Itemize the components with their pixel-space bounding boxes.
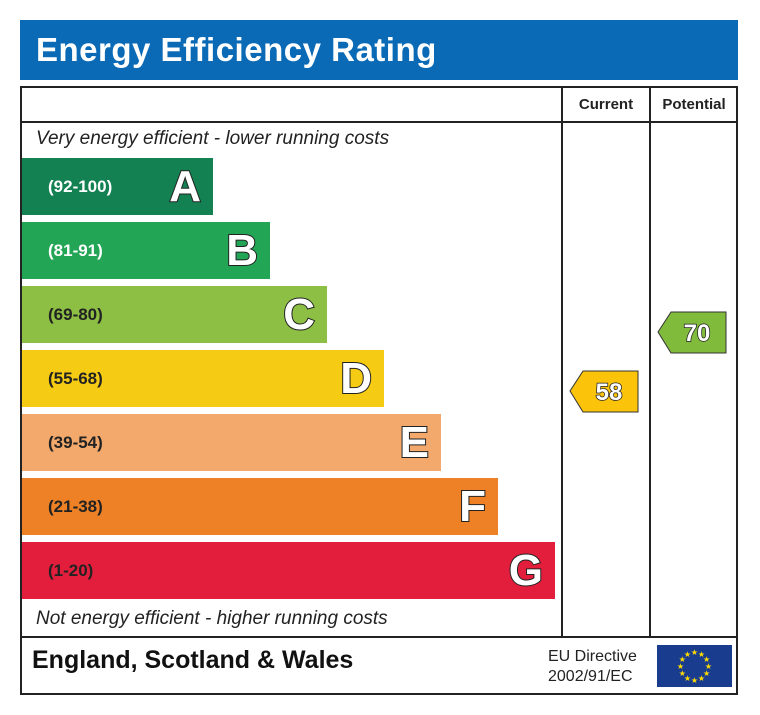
potential-rating-value: 70 bbox=[684, 320, 711, 347]
arrow-shape bbox=[569, 370, 639, 413]
band-a: (92-100) A bbox=[22, 158, 213, 215]
eu-flag-icon: ★ ★ ★ ★ ★ ★ ★ ★ ★ ★ ★ ★ bbox=[657, 645, 732, 687]
band-g: (1-20) G bbox=[22, 542, 555, 599]
band-range: (1-20) bbox=[48, 560, 94, 580]
band-letter: A bbox=[168, 161, 202, 212]
footer-divider bbox=[20, 636, 738, 638]
band-range: (21-38) bbox=[48, 496, 103, 516]
band-e: (39-54) E bbox=[22, 414, 441, 471]
directive-line-2: 2002/91/EC bbox=[548, 668, 633, 685]
arrow-shape bbox=[657, 311, 727, 354]
star-icon: ★ bbox=[703, 669, 710, 678]
band-range: (55-68) bbox=[48, 368, 103, 388]
band-range: (39-54) bbox=[48, 432, 103, 452]
region-label: England, Scotland & Wales bbox=[32, 646, 354, 674]
potential-rating-arrow: 70 bbox=[657, 311, 727, 354]
star-icon: ★ bbox=[679, 655, 686, 664]
star-icon: ★ bbox=[684, 650, 691, 659]
band-letter: F bbox=[458, 481, 487, 532]
chart-frame bbox=[20, 86, 738, 695]
directive-line-1: EU Directive bbox=[548, 648, 637, 665]
current-rating-value: 58 bbox=[596, 379, 623, 406]
band-d: (55-68) D bbox=[22, 350, 384, 407]
band-b: (81-91) B bbox=[22, 222, 270, 279]
band-range: (81-91) bbox=[48, 240, 103, 260]
header-divider bbox=[20, 121, 738, 123]
star-icon: ★ bbox=[679, 669, 686, 678]
band-range: (92-100) bbox=[48, 176, 113, 196]
star-icon: ★ bbox=[677, 662, 684, 671]
current-column-header: Current bbox=[578, 96, 634, 113]
band-letter: C bbox=[282, 289, 316, 340]
band-c: (69-80) C bbox=[22, 286, 327, 343]
potential-column-header: Potential bbox=[662, 96, 726, 113]
star-icon: ★ bbox=[698, 650, 705, 659]
star-icon: ★ bbox=[684, 674, 691, 683]
band-letter: E bbox=[399, 417, 430, 468]
star-icon: ★ bbox=[705, 662, 712, 671]
star-icon: ★ bbox=[691, 648, 698, 657]
band-f: (21-38) F bbox=[22, 478, 498, 535]
eu-directive: EU Directive 2002/91/EC bbox=[548, 647, 637, 687]
star-icon: ★ bbox=[691, 676, 698, 685]
bottom-note: Not energy efficient - higher running co… bbox=[36, 608, 388, 629]
top-note: Very energy efficient - lower running co… bbox=[36, 128, 390, 149]
band-letter: G bbox=[508, 545, 544, 596]
band-range: (69-80) bbox=[48, 304, 103, 324]
band-letter: B bbox=[225, 225, 259, 276]
star-icon: ★ bbox=[703, 655, 710, 664]
column-divider bbox=[649, 86, 651, 637]
column-divider bbox=[561, 86, 563, 637]
chart-title: Energy Efficiency Rating bbox=[20, 20, 738, 80]
current-rating-arrow: 58 bbox=[569, 370, 639, 413]
star-icon: ★ bbox=[698, 674, 705, 683]
band-letter: D bbox=[339, 353, 373, 404]
